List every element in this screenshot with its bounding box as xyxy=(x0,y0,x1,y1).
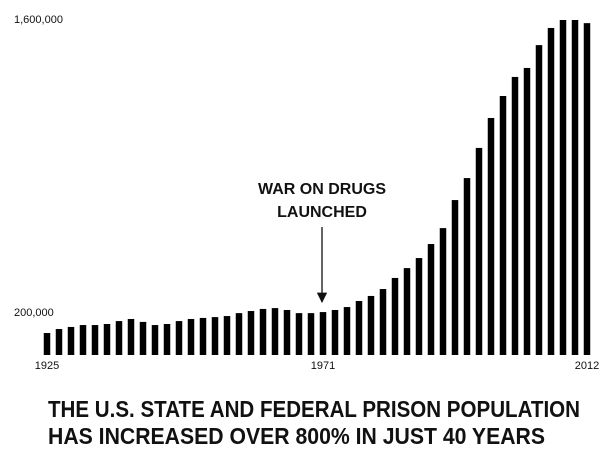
bar xyxy=(91,325,99,355)
bar xyxy=(463,178,471,355)
bar xyxy=(187,318,195,355)
bar xyxy=(331,309,339,355)
bar xyxy=(103,324,111,355)
bar xyxy=(139,321,147,355)
bar xyxy=(367,295,375,355)
x-tick-label: 1925 xyxy=(35,360,59,372)
bar xyxy=(427,244,435,355)
bar xyxy=(523,67,531,356)
bar xyxy=(67,326,75,355)
x-tick-label: 1971 xyxy=(311,360,335,372)
bar xyxy=(571,20,579,355)
bar xyxy=(559,20,567,355)
bar xyxy=(343,307,351,355)
bar xyxy=(583,23,591,355)
bar xyxy=(211,317,219,355)
bar xyxy=(391,277,399,355)
bar xyxy=(175,321,183,355)
x-tick-label: 2012 xyxy=(575,360,599,372)
annotation-text: WAR ON DRUGS xyxy=(258,181,386,198)
bar xyxy=(439,228,447,355)
bar xyxy=(247,311,255,355)
bar xyxy=(163,324,171,355)
bar xyxy=(319,312,327,355)
bar xyxy=(199,317,207,355)
y-tick-label: 200,000 xyxy=(14,307,54,319)
bar xyxy=(127,318,135,355)
bar xyxy=(55,329,63,355)
bar xyxy=(271,308,279,355)
bar xyxy=(379,289,387,355)
bar xyxy=(511,76,519,355)
bar xyxy=(307,313,315,355)
bar xyxy=(259,308,267,355)
bar xyxy=(283,309,291,355)
bar xyxy=(475,147,483,355)
bar xyxy=(547,27,555,356)
bar xyxy=(415,258,423,355)
bar xyxy=(223,316,231,355)
annotation-text: LAUNCHED xyxy=(277,204,367,221)
bar xyxy=(79,325,87,355)
bar xyxy=(487,117,495,355)
bar xyxy=(43,333,51,355)
bar xyxy=(499,96,507,356)
bar xyxy=(451,200,459,355)
y-tick-label: 1,600,000 xyxy=(14,14,63,26)
bar xyxy=(115,321,123,355)
chart-title: HAS INCREASED OVER 800% IN JUST 40 YEARS xyxy=(48,423,545,449)
bar xyxy=(403,268,411,355)
bar xyxy=(355,300,363,355)
chart-title: THE U.S. STATE AND FEDERAL PRISON POPULA… xyxy=(48,396,580,422)
bar xyxy=(295,313,303,355)
bar xyxy=(235,313,243,355)
bar xyxy=(535,45,543,355)
bar xyxy=(151,325,159,355)
